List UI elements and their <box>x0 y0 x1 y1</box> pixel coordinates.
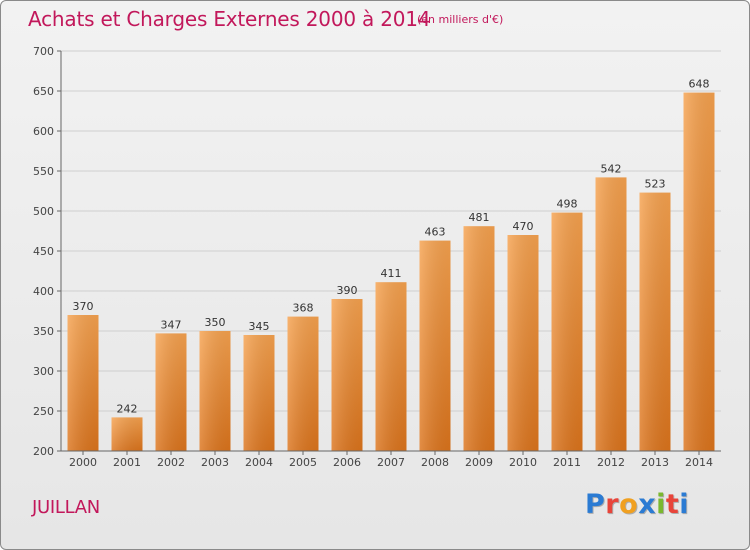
value-label-2005: 368 <box>293 302 314 315</box>
logo-letter: r <box>605 489 620 520</box>
x-tick-label-2003: 2003 <box>201 456 229 469</box>
value-label-2001: 242 <box>117 402 138 415</box>
logo-letter: P <box>585 489 606 520</box>
y-tick-label: 500 <box>33 205 54 218</box>
bar-sheen-2011 <box>551 212 583 451</box>
value-label-2013: 523 <box>645 178 666 191</box>
value-label-2002: 347 <box>161 318 182 331</box>
x-tick-label-2002: 2002 <box>157 456 185 469</box>
logo-letter: i <box>679 489 690 520</box>
x-tick-label-2007: 2007 <box>377 456 405 469</box>
y-tick-label: 700 <box>33 45 54 58</box>
value-label-2009: 481 <box>469 211 490 224</box>
value-label-2014: 648 <box>689 78 710 91</box>
y-tick-label: 200 <box>33 445 54 458</box>
bar-sheen-2012 <box>595 177 627 451</box>
y-tick-label: 350 <box>33 325 54 338</box>
axes-layer: 200 250 300 350 400 450 500 550 600 650 700 2000 200… <box>33 45 721 469</box>
bar-sheen-2007 <box>375 282 407 451</box>
y-tick-label: 300 <box>33 365 54 378</box>
value-label-2008: 463 <box>425 226 446 239</box>
logo-letter: x <box>638 489 657 520</box>
logo-letter: t <box>665 489 680 520</box>
value-label-2003: 350 <box>205 316 226 329</box>
bar-sheen-2014 <box>683 92 715 451</box>
y-tick-label: 650 <box>33 85 54 98</box>
y-tick-label: 550 <box>33 165 54 178</box>
value-label-2012: 542 <box>601 162 622 175</box>
bar-sheen-2001 <box>111 417 143 451</box>
y-tick-label: 250 <box>33 405 54 418</box>
value-label-2010: 470 <box>513 220 534 233</box>
x-tick-label-2014: 2014 <box>685 456 713 469</box>
bar-sheen-2005 <box>287 316 319 451</box>
value-label-2004: 345 <box>249 320 270 333</box>
x-tick-label-2000: 2000 <box>69 456 97 469</box>
bar-sheen-2008 <box>419 240 451 451</box>
logo-letter: o <box>619 489 639 520</box>
commune-name: JUILLAN <box>32 497 100 518</box>
y-tick-label: 400 <box>33 285 54 298</box>
bar-sheen-2002 <box>155 333 187 451</box>
value-label-2000: 370 <box>73 300 94 313</box>
chart-unit: (en milliers d'€) <box>417 13 504 26</box>
y-tick-label: 600 <box>33 125 54 138</box>
value-label-2007: 411 <box>381 267 402 280</box>
bars-layer: 370 242 347 350 345 368 390 411 463 481 470 498 542 5… <box>67 78 715 451</box>
x-tick-label-2001: 2001 <box>113 456 141 469</box>
bar-sheen-2004 <box>243 335 275 451</box>
bar-sheen-2006 <box>331 299 363 451</box>
logo-letter: i <box>656 489 666 520</box>
x-tick-label-2008: 2008 <box>421 456 449 469</box>
x-tick-label-2010: 2010 <box>509 456 537 469</box>
value-label-2006: 390 <box>337 284 358 297</box>
x-tick-label-2013: 2013 <box>641 456 669 469</box>
bar-sheen-2009 <box>463 226 495 451</box>
x-tick-label-2005: 2005 <box>289 456 317 469</box>
bar-sheen-2003 <box>199 331 231 451</box>
value-label-2011: 498 <box>557 198 578 211</box>
x-tick-label-2011: 2011 <box>553 456 581 469</box>
x-tick-label-2009: 2009 <box>465 456 493 469</box>
bar-sheen-2010 <box>507 235 539 451</box>
bar-sheen-2000 <box>67 315 99 451</box>
chart-title: Achats et Charges Externes 2000 à 2014 <box>28 7 431 31</box>
y-tick-label: 450 <box>33 245 54 258</box>
x-tick-label-2004: 2004 <box>245 456 273 469</box>
bar-sheen-2013 <box>639 192 671 451</box>
x-tick-label-2006: 2006 <box>333 456 361 469</box>
proxiti-logo: Proxiti <box>585 489 689 520</box>
x-tick-label-2012: 2012 <box>597 456 625 469</box>
